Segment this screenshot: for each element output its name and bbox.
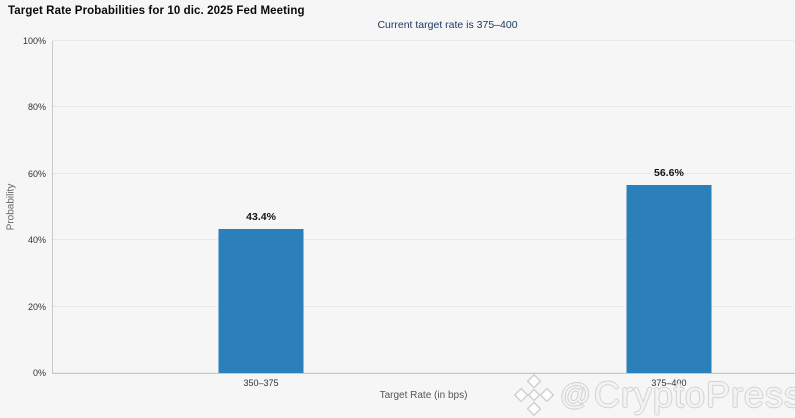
chart-title: Target Rate Probabilities for 10 dic. 20… (8, 5, 305, 17)
bar-value-label: 56.6% (654, 167, 684, 180)
gridline (53, 106, 795, 108)
y-axis-title: Probability (5, 183, 17, 231)
gridline (53, 172, 795, 174)
x-axis-tick-label: 375–400 (651, 378, 687, 388)
plot-area: 0% 20% 40% 60% 80% 100% 43.4% 350–375 56.6% 375–4… (23, 36, 795, 388)
gridline (53, 372, 795, 373)
y-axis-tick-label: 80% (27, 102, 46, 113)
gridline (53, 239, 795, 241)
y-axis-tick-label: 60% (27, 168, 46, 179)
chart-subtitle: Current target rate is 375–400 (377, 19, 518, 31)
y-axis-tick-label: 0% (32, 368, 46, 378)
probability-bar (626, 185, 712, 373)
y-axis-tick-label: 40% (27, 235, 46, 246)
x-axis-title: Target Rate (in bps) (379, 390, 468, 401)
probability-bar (218, 228, 304, 373)
gridline (53, 40, 795, 41)
gridline (53, 305, 795, 307)
bar-value-label: 43.4% (246, 210, 276, 223)
x-axis-tick-label: 350–375 (243, 378, 279, 388)
y-axis-tick-label: 20% (27, 301, 46, 312)
y-axis-tick-label: 100% (22, 36, 46, 46)
